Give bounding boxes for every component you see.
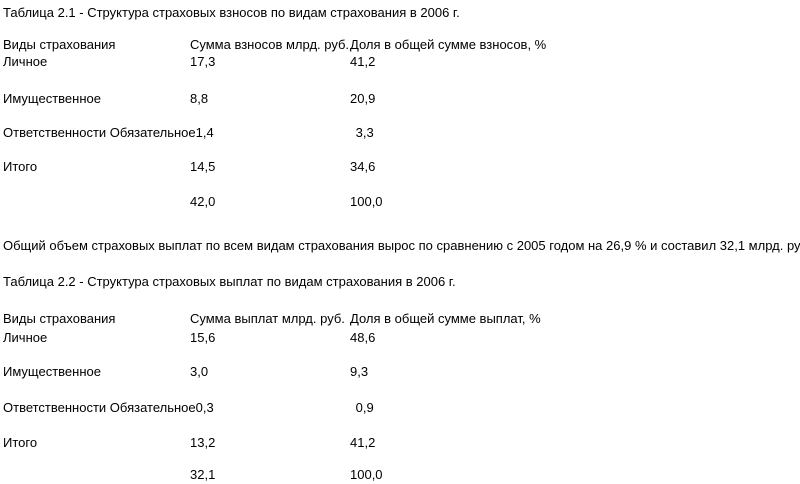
table-row: Ответственности Обязательное 0,3 0,9 [3,399,800,416]
row-share-value: 100,0 [350,467,383,482]
table-row: Имущественное 8,8 20,9 [3,90,800,107]
table-row: Личное 15,6 48,6 [3,329,800,346]
row-type-label: Личное [3,330,48,345]
row-type-label: Имущественное [3,91,101,106]
table2-caption: Таблица 2.2 - Структура страховых выплат… [3,274,456,289]
row-amount-value: 32,1 [190,467,216,482]
table2-header-types: Виды страхования [3,311,116,326]
row-amount-value: 42,0 [190,194,216,209]
row-type-label: Имущественное [3,364,101,379]
table-row-grand-total: 42,0 100,0 [3,193,800,210]
row-amount-value: 8,8 [190,91,209,106]
table-row-total: Итого 13,2 41,2 [3,434,800,451]
table2-header-amount: Сумма выплат млрд. руб. [190,311,345,326]
table2-header-row: Виды страхования Сумма выплат млрд. руб.… [3,310,800,327]
row-share-value: 20,9 [350,91,376,106]
row-amount-value: 14,5 [190,159,216,174]
row-type-label: Итого [3,435,38,450]
row-share-value: 41,2 [350,435,376,450]
table2-header-share: Доля в общей сумме выплат, % [350,311,541,326]
row-type-label: Итого [3,159,38,174]
body-paragraph: Общий объем страховых выплат по всем вид… [3,238,800,253]
table1-caption: Таблица 2.1 - Структура страховых взносо… [3,5,460,20]
table-row-grand-total: 32,1 100,0 [3,466,800,483]
table-row: Имущественное 3,0 9,3 [3,363,800,380]
table1-header-share: Доля в общей сумме взносов, % [350,37,547,52]
row-share-value: 48,6 [350,330,376,345]
row-amount-value: 17,3 [190,54,216,69]
row-amount-value: 13,2 [190,435,216,450]
row-type-label [3,193,190,210]
row-share-value: 3,3 [355,125,374,140]
row-type-label: Ответственности Обязательное [3,125,196,140]
row-type-label: Ответственности Обязательное [3,400,196,415]
row-share-value: 34,6 [350,159,376,174]
row-amount-value: 15,6 [190,330,216,345]
row-share-value: 41,2 [350,54,376,69]
table-row: Личное 17,3 41,2 [3,53,800,70]
row-amount-value: 1,4 [195,125,214,140]
row-share-value: 0,9 [355,400,374,415]
table1-header-types: Виды страхования [3,37,116,52]
row-amount-value: 3,0 [190,364,209,379]
row-share-value: 9,3 [350,364,369,379]
row-type-label [3,466,190,483]
row-type-label: Личное [3,54,48,69]
row-share-value: 100,0 [350,194,383,209]
table1-header-row: Виды страхования Сумма взносов млрд. руб… [3,36,800,53]
table-row-total: Итого 14,5 34,6 [3,158,800,175]
row-amount-value: 0,3 [195,400,214,415]
table1-header-amount: Сумма взносов млрд. руб. [190,37,350,52]
table-row: Ответственности Обязательное 1,4 3,3 [3,124,800,141]
